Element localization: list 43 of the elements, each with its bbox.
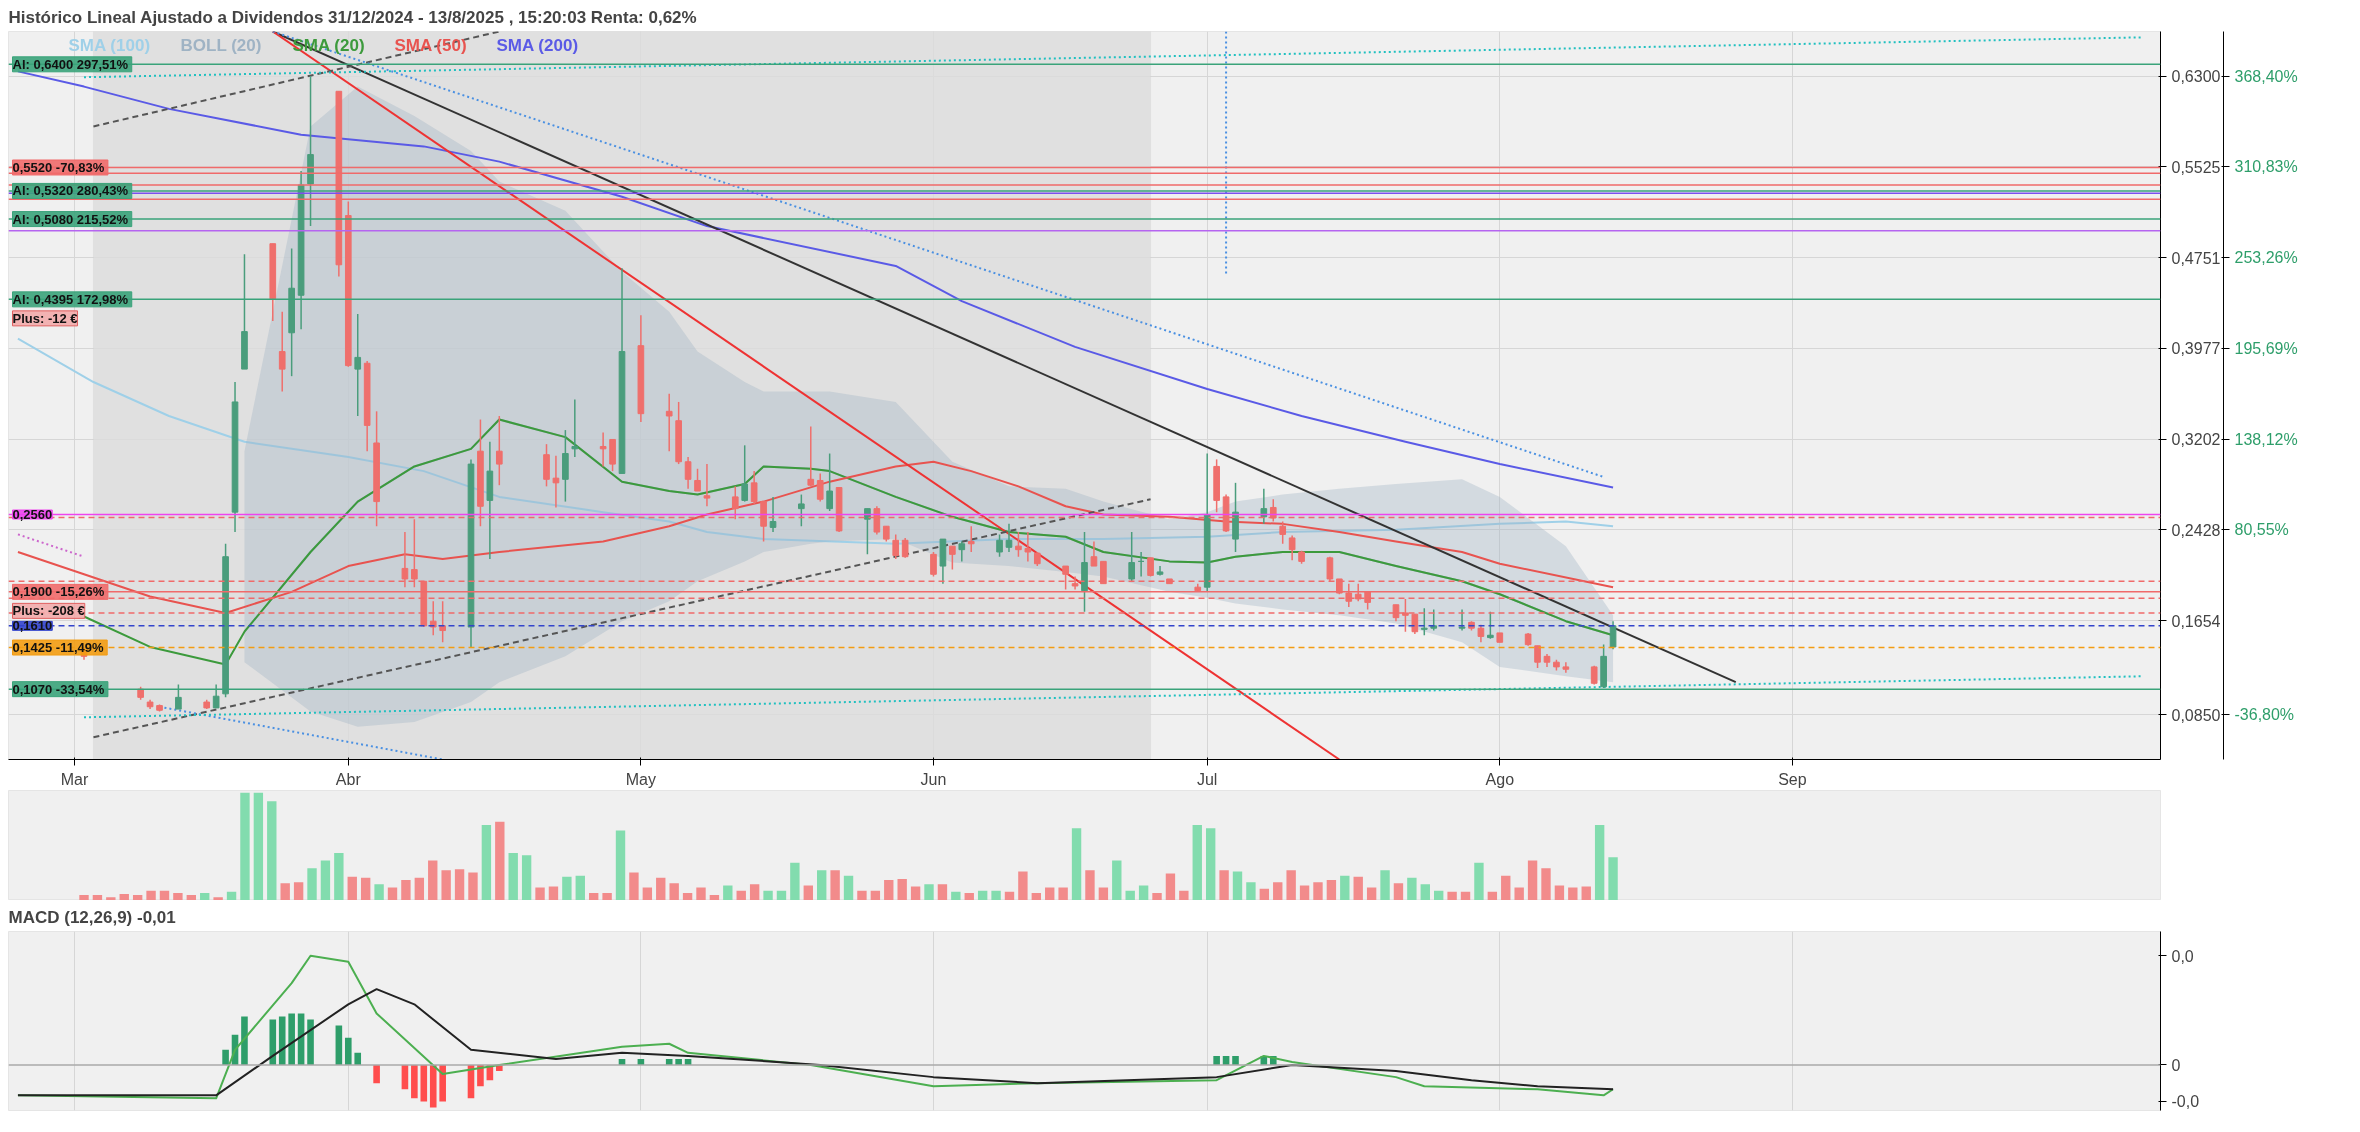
x-tick-label: Ago — [1485, 770, 1515, 788]
y-tick-label: 0,4751 — [2171, 249, 2221, 267]
y-tick-label: 0,0850 — [2171, 706, 2221, 724]
y-tick-label: 0,1654 — [2171, 612, 2221, 630]
ref-line-label: Al: 0,5320 280,43% — [12, 183, 129, 199]
y-tick-label: 0,3202 — [2171, 431, 2221, 449]
x-tick-label: May — [625, 770, 657, 788]
x-tick-label: Jul — [1196, 770, 1218, 788]
y2-tick-label: -36,80% — [2234, 706, 2295, 724]
ref-line-label: 0,1070 -33,54% — [12, 681, 105, 697]
y-tick-label: 0,0 — [2171, 947, 2194, 965]
text: SMA (200) — [496, 35, 579, 55]
y2-tick-label: 80,55% — [2234, 521, 2289, 539]
ref-line-label: 0,1900 -15,26% — [12, 584, 105, 600]
ref-line-label: Al: 0,5080 215,52% — [12, 211, 129, 227]
text: BOLL (20) — [180, 35, 262, 55]
chart-title: MACD (12,26,9) -0,01 — [8, 907, 176, 927]
chart-title: Histórico Lineal Ajustado a Dividendos 31/12/2024 - 13/8/2025 , 15:20:03 Renta: 0,62% — [8, 7, 697, 27]
ref-line-label: Al: 0,4395 172,98% — [12, 291, 129, 307]
y-tick-label: 0,5525 — [2171, 158, 2221, 176]
ref-line-label: 0,1610 — [12, 618, 53, 634]
x-tick-label: Jun — [920, 770, 947, 788]
y2-tick-label: 253,26% — [2234, 249, 2298, 267]
y-tick-label: 0,3977 — [2171, 340, 2221, 358]
ref-line-label: 0,2560 — [12, 506, 53, 522]
y-tick-label: 0,6300 — [2171, 68, 2221, 86]
y-tick-label: 0 — [2171, 1056, 2181, 1074]
x-tick-label: Abr — [335, 770, 362, 788]
annotation: Plus: -12 € — [12, 310, 78, 326]
annotation: Plus: -208 € — [12, 603, 85, 619]
ref-line-label: 0,5520 -70,83% — [12, 159, 105, 175]
ref-line-label: Al: 0,6400 297,51% — [12, 56, 129, 72]
y2-tick-label: 195,69% — [2234, 339, 2298, 357]
x-tick-label: Sep — [1778, 770, 1807, 788]
y2-tick-label: 310,83% — [2234, 158, 2298, 176]
text: SMA (100) — [68, 35, 151, 55]
y2-tick-label: 138,12% — [2234, 430, 2298, 448]
ref-line-label: 0,1425 -11,49% — [12, 640, 105, 656]
y-tick-label: 0,2428 — [2171, 521, 2221, 539]
x-tick-label: Mar — [60, 770, 90, 788]
y-tick-label: -0,0 — [2171, 1093, 2200, 1111]
y2-tick-label: 368,40% — [2234, 67, 2298, 85]
text: SMA (50) — [394, 35, 467, 55]
